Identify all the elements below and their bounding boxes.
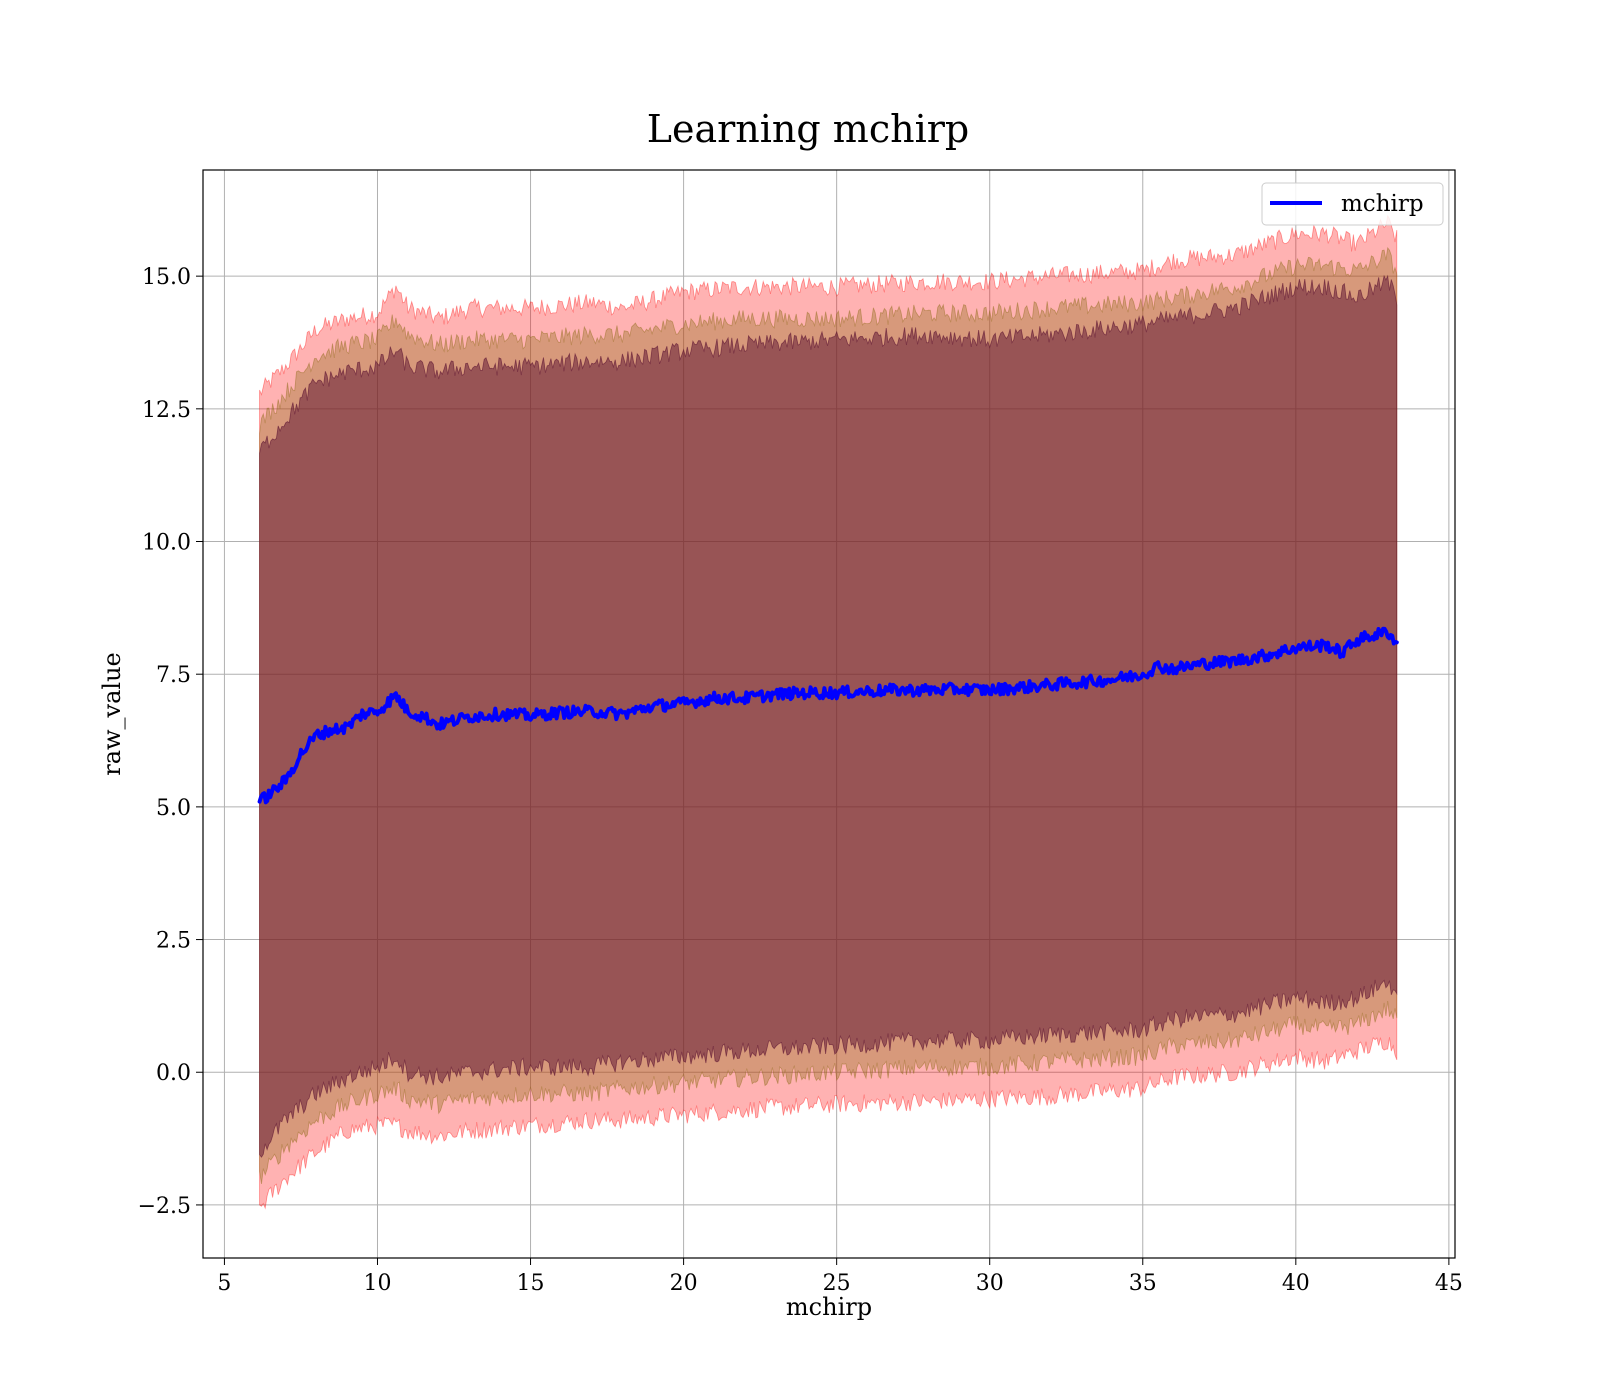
y-tick-label: 12.5 — [142, 398, 191, 423]
x-tick-label: 15 — [517, 1271, 545, 1296]
x-tick-label: 25 — [823, 1271, 851, 1296]
y-tick-label: −2.5 — [138, 1194, 191, 1219]
x-tick-label: 20 — [670, 1271, 698, 1296]
chart-title: Learning mchirp — [647, 107, 969, 151]
confidence-bands — [259, 214, 1398, 1210]
x-tick-label: 10 — [363, 1271, 391, 1296]
y-tick-label: 5.0 — [156, 796, 191, 821]
x-axis-label: mchirp — [786, 1293, 872, 1321]
legend-entry-mchirp: mchirp — [1341, 191, 1424, 217]
legend: mchirp — [1261, 182, 1444, 226]
x-tick-label: 45 — [1435, 1271, 1463, 1296]
y-tick-label: 10.0 — [142, 531, 191, 556]
x-axis-ticks: 5 10 15 20 25 30 35 40 45 — [217, 1258, 1463, 1296]
legend-box — [1261, 182, 1444, 226]
series-lines — [257, 626, 1399, 805]
x-tick-label: 35 — [1129, 1271, 1157, 1296]
x-tick-label: 30 — [976, 1271, 1004, 1296]
confidence-band-2 — [259, 274, 1398, 1158]
x-tick-label: 40 — [1282, 1271, 1310, 1296]
y-tick-label: 2.5 — [156, 929, 191, 954]
y-axis-ticks: −2.5 0.0 2.5 5.0 7.5 10.0 12.5 15.0 — [138, 265, 203, 1219]
y-tick-label: 15.0 — [142, 265, 191, 290]
plot-frame — [202, 169, 1456, 1259]
y-tick-label: 7.5 — [156, 663, 191, 688]
series-line-0 — [257, 626, 1399, 805]
x-tick-label: 5 — [217, 1271, 231, 1296]
y-tick-label: 0.0 — [156, 1061, 191, 1086]
y-axis-label: raw_value — [98, 652, 126, 776]
